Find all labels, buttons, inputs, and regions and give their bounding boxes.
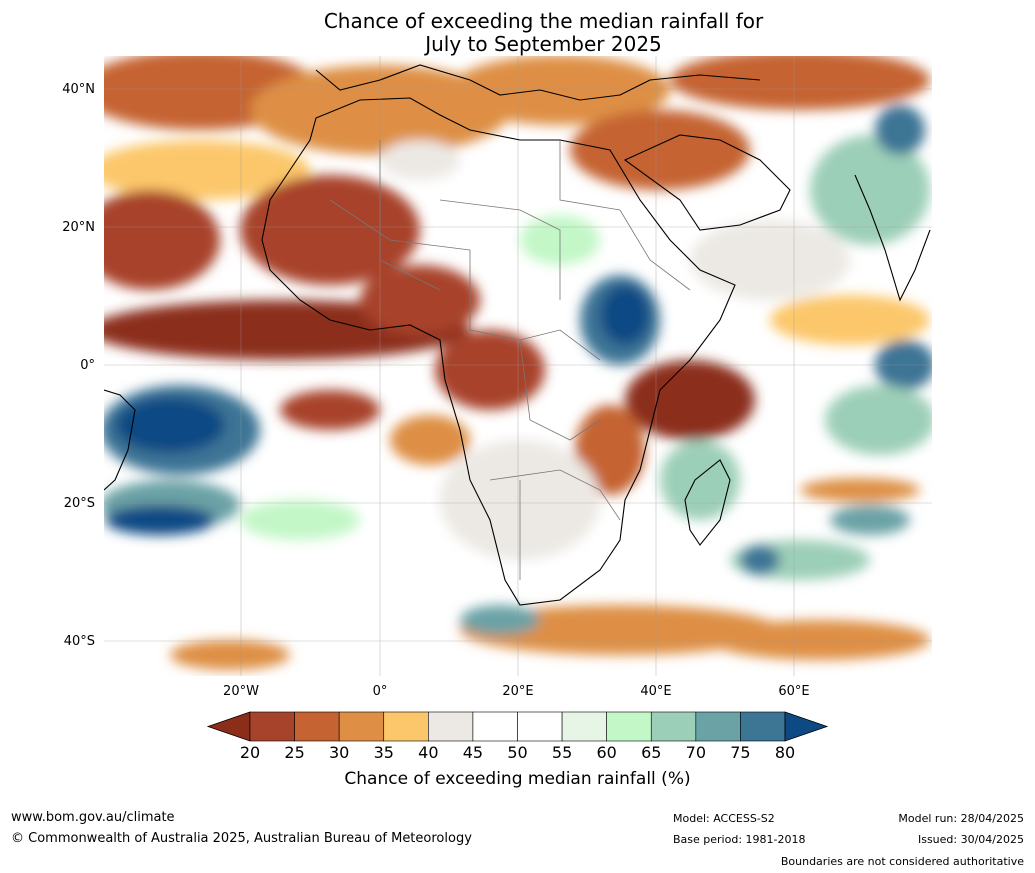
footer-website: www.bom.gov.au/climate (11, 810, 175, 825)
colorbar-segment (383, 711, 429, 742)
colorbar-tick-label: 75 (730, 743, 751, 762)
footer-model-run: Model run: 28/04/2025 (898, 812, 1024, 825)
colorbar-tick-label: 50 (507, 743, 528, 762)
field-patch (575, 405, 645, 495)
field-patch (570, 110, 750, 190)
colorbar-tick-label: 25 (284, 743, 305, 762)
field-patch (104, 140, 310, 200)
field-patch (390, 415, 470, 465)
map-panel (104, 56, 932, 676)
field-patch (460, 605, 780, 655)
colorbar-segment (338, 711, 385, 742)
field-patch (240, 175, 420, 285)
colorbar-segment (517, 711, 563, 742)
gridlines (104, 56, 932, 676)
field-patch (360, 265, 480, 335)
field-patch (170, 640, 290, 670)
field-patch (435, 330, 545, 410)
colorbar-segment (428, 711, 474, 742)
field-patch (460, 605, 540, 635)
field-patch (740, 545, 780, 575)
lat-label-20n: 20°N (62, 220, 95, 235)
lon-label-60e: 60°E (778, 684, 810, 699)
colorbar-tick-label: 65 (641, 743, 662, 762)
colorbar-tick-label: 70 (685, 743, 706, 762)
coastlines (104, 64, 931, 606)
footer-copyright: © Commonwealth of Australia 2025, Austra… (11, 831, 472, 846)
colorbar-extend-high (784, 711, 829, 742)
field-patch (380, 140, 460, 180)
colorbar-segment (294, 711, 340, 742)
colorbar-tick-label: 55 (551, 743, 573, 762)
colorbar-tick-label: 45 (462, 743, 484, 762)
country-borders (329, 140, 691, 580)
field-patch (810, 135, 930, 245)
lat-label-20s: 20°S (63, 496, 95, 511)
field-patch (830, 505, 910, 535)
colorbar-label: Chance of exceeding median rainfall (%) (344, 769, 691, 789)
footer-base-period: Base period: 1981-2018 (673, 833, 806, 846)
colorbar-segment (606, 711, 652, 742)
colorbar-segment (695, 711, 741, 742)
field-patch (710, 620, 930, 660)
lon-label-0: 0° (372, 684, 388, 699)
colorbar-tick-label: 80 (774, 743, 796, 762)
field-patch (660, 440, 740, 520)
colorbar-segment (650, 711, 697, 742)
lat-label-0: 0° (80, 358, 95, 373)
colorbar-tick-label: 30 (328, 743, 350, 762)
colorbar-segment (561, 711, 607, 742)
footer-issued: Issued: 30/04/2025 (917, 833, 1024, 846)
colorbar-segment (472, 711, 518, 742)
colorbar-extend-low (206, 711, 251, 742)
madagascar-coastline (684, 459, 731, 546)
field-patch (625, 360, 755, 440)
field-patch (875, 105, 925, 155)
field-patch (770, 295, 930, 345)
africa-coastline (261, 97, 736, 606)
footer-model: Model: ACCESS-S2 (673, 812, 775, 825)
colorbar (206, 711, 829, 742)
lat-label-40n: 40°N (62, 82, 95, 97)
field-patch (104, 190, 220, 290)
europe-coastline (315, 64, 761, 101)
lon-label-20e: 20°E (502, 684, 534, 699)
colorbar-tick-label: 20 (239, 743, 261, 762)
field-patch (600, 285, 650, 345)
map-title-line1: Chance of exceeding the median rainfall … (323, 9, 764, 33)
field-patch (825, 385, 932, 455)
lat-label-40s: 40°S (63, 634, 95, 649)
lon-label-40e: 40°E (640, 684, 672, 699)
field-patch (800, 478, 920, 502)
field-patch (105, 505, 215, 535)
field-patch (280, 390, 380, 430)
field-patch (240, 500, 360, 540)
field-patch (690, 220, 850, 300)
footer-disclaimer: Boundaries are not considered authoritat… (780, 855, 1024, 868)
map-title-line2: July to September 2025 (425, 32, 662, 56)
south-america-coastline (104, 389, 136, 491)
colorbar-segment (740, 711, 786, 742)
colorbar-tick-label: 35 (373, 743, 394, 762)
field-patch (115, 397, 225, 453)
india-coastline (854, 174, 931, 302)
field-patch (450, 56, 670, 125)
colorbar-tick-label: 40 (418, 743, 439, 762)
colorbar-segment (249, 711, 295, 742)
arabia-coastline (623, 134, 791, 231)
lon-label-20w: 20°W (223, 684, 259, 699)
colorbar-tick-label: 60 (596, 743, 617, 762)
field-patch (670, 56, 930, 110)
